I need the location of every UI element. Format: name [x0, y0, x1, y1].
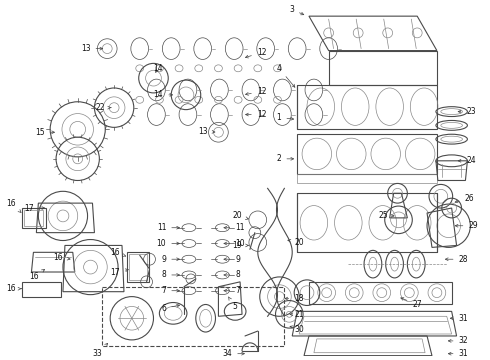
Text: 8: 8 [224, 270, 240, 279]
Text: 28: 28 [445, 255, 468, 264]
Text: 31: 31 [448, 349, 468, 358]
Bar [22, 208, 46, 228]
Text: 16: 16 [53, 253, 70, 262]
Text: 10: 10 [157, 239, 179, 248]
Text: 31: 31 [450, 314, 468, 323]
Text: 17: 17 [110, 267, 128, 276]
Text: 6: 6 [161, 304, 179, 313]
Text: 2: 2 [277, 154, 294, 163]
Text: 5: 5 [228, 297, 237, 311]
Text: 15: 15 [36, 128, 54, 137]
Text: 33: 33 [93, 343, 108, 358]
Text: 10: 10 [224, 239, 245, 248]
Text: 16: 16 [110, 248, 125, 257]
Text: 3: 3 [289, 5, 304, 15]
Text: 8: 8 [162, 270, 179, 279]
Bar [129, 254, 147, 280]
Text: 23: 23 [458, 107, 476, 116]
Text: 26: 26 [455, 194, 474, 203]
Text: 32: 32 [448, 336, 468, 345]
Text: 34: 34 [222, 349, 245, 358]
Text: 12: 12 [245, 110, 266, 119]
Text: 16: 16 [29, 270, 45, 282]
Text: 7: 7 [224, 286, 240, 295]
Text: 9: 9 [161, 255, 179, 264]
Text: 21: 21 [290, 310, 304, 319]
Text: 17: 17 [24, 203, 45, 212]
Text: 22: 22 [96, 103, 111, 112]
Text: 1: 1 [277, 113, 294, 122]
Text: 18: 18 [285, 294, 304, 303]
Text: 29: 29 [455, 221, 478, 230]
Text: 30: 30 [290, 325, 304, 334]
Text: 20: 20 [288, 238, 304, 247]
Text: 27: 27 [401, 298, 422, 309]
Text: 12: 12 [245, 87, 266, 96]
Text: 13: 13 [198, 127, 215, 136]
Text: 16: 16 [6, 284, 21, 293]
Text: 11: 11 [157, 223, 179, 232]
Text: 9: 9 [224, 255, 240, 264]
Text: 11: 11 [224, 223, 245, 232]
Text: 14: 14 [154, 90, 172, 99]
Text: 25: 25 [378, 211, 394, 220]
Text: 20: 20 [232, 211, 248, 220]
Bar [24, 210, 43, 226]
Text: 12: 12 [245, 48, 266, 58]
Bar [102, 287, 284, 346]
Text: 13: 13 [81, 44, 103, 53]
Text: 16: 16 [6, 199, 21, 212]
Text: 24: 24 [458, 156, 476, 165]
Text: 7: 7 [161, 286, 179, 295]
Text: 19: 19 [232, 241, 248, 250]
Text: 4: 4 [276, 64, 295, 87]
Text: 14: 14 [154, 64, 163, 73]
Bar [127, 252, 148, 282]
